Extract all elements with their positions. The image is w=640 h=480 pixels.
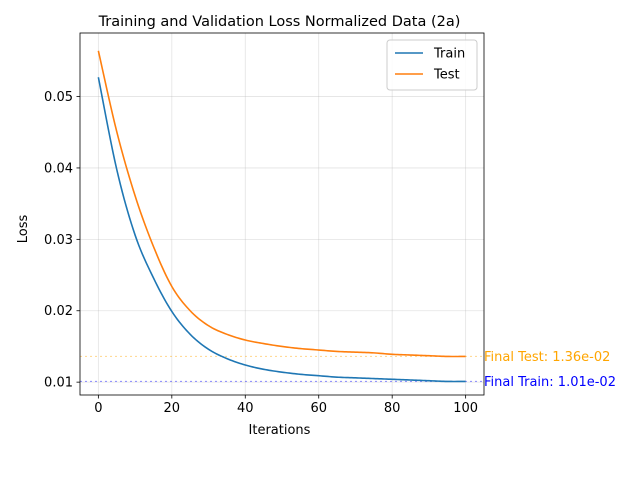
final-value-annotation: Final Train: 1.01e-02 bbox=[484, 375, 616, 390]
y-axis-ticks: 0.01 0.02 0.03 0.04 0.05 bbox=[44, 90, 80, 391]
grid bbox=[80, 33, 484, 395]
y-tick-label: 0.01 bbox=[44, 376, 73, 391]
reference-lines bbox=[80, 355, 484, 383]
y-tick-label: 0.03 bbox=[44, 233, 73, 248]
x-tick-label: 80 bbox=[384, 401, 401, 416]
final-value-annotations: Final Test: 1.36e-02 Final Train: 1.01e-0… bbox=[484, 350, 616, 390]
final-value-annotation: Final Test: 1.36e-02 bbox=[484, 350, 610, 365]
y-tick-label: 0.05 bbox=[44, 90, 73, 105]
x-axis-ticks: 0 20 40 60 80 100 bbox=[94, 395, 478, 416]
x-tick-label: 100 bbox=[453, 401, 478, 416]
x-tick-label: 60 bbox=[310, 401, 327, 416]
legend: Train Test bbox=[386, 39, 478, 91]
x-tick-label: 0 bbox=[94, 401, 102, 416]
y-tick-label: 0.04 bbox=[44, 161, 73, 176]
y-axis-label: Loss bbox=[16, 215, 31, 244]
series-line-train bbox=[97, 77, 466, 383]
x-tick-label: 40 bbox=[237, 401, 254, 416]
chart-title: Training and Validation Loss Normalized … bbox=[98, 14, 461, 30]
y-tick-label: 0.02 bbox=[44, 304, 73, 319]
x-axis-label: Iterations bbox=[249, 423, 311, 438]
legend-label-test: Test bbox=[433, 68, 460, 83]
x-tick-label: 20 bbox=[164, 401, 181, 416]
plot-frame bbox=[79, 32, 485, 396]
series-line-test bbox=[97, 50, 466, 358]
series-lines bbox=[97, 50, 466, 383]
legend-label-train: Train bbox=[433, 47, 465, 62]
